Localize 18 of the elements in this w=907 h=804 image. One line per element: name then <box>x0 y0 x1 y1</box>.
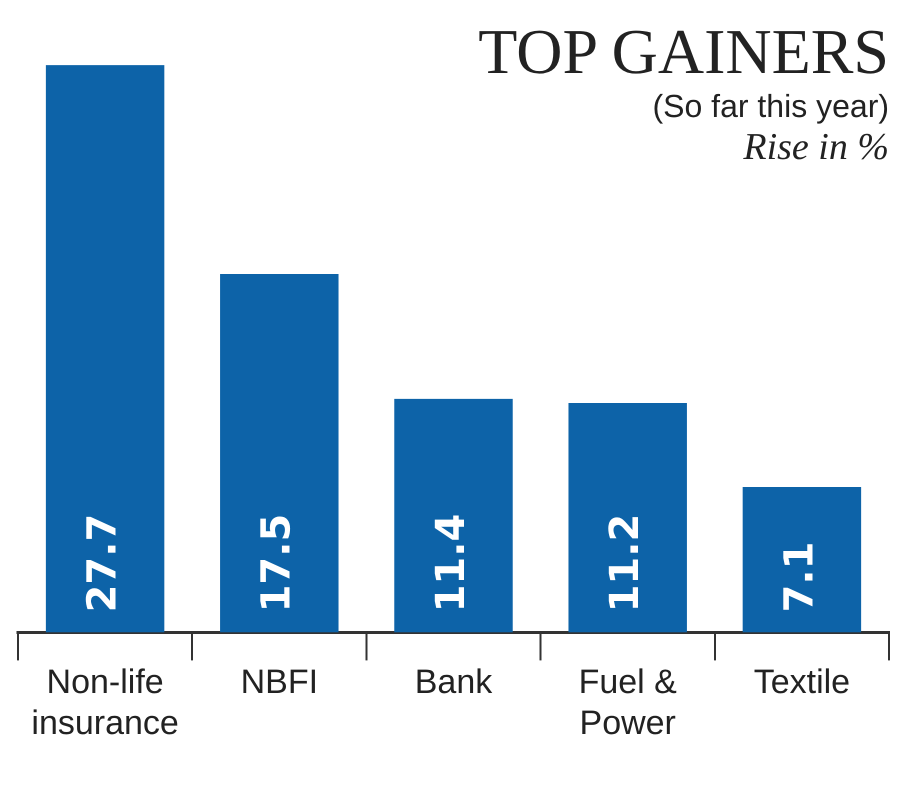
text: (So far this year) <box>651 88 889 125</box>
chart-title: TOP GAINERS <box>478 16 889 88</box>
x-tick-label: Textile <box>754 663 850 702</box>
data-label: 11.2 <box>602 514 648 612</box>
x-tick-label: Bank <box>414 663 494 702</box>
bar <box>568 403 687 632</box>
x-tick-label: NBFI <box>240 663 318 702</box>
bar <box>46 65 164 632</box>
y-axis-title: Rise in % <box>742 125 889 169</box>
data-label: 17.5 <box>254 514 300 612</box>
x-tick-label: Fuel & Power <box>578 663 678 742</box>
bar <box>742 486 862 632</box>
data-label: 7.1 <box>776 542 822 612</box>
bar <box>394 398 513 632</box>
data-label: 11.4 <box>428 514 474 612</box>
data-label: 27.7 <box>79 514 126 612</box>
x-tick-label: Non-life insurance <box>31 663 179 742</box>
bar <box>220 274 339 632</box>
